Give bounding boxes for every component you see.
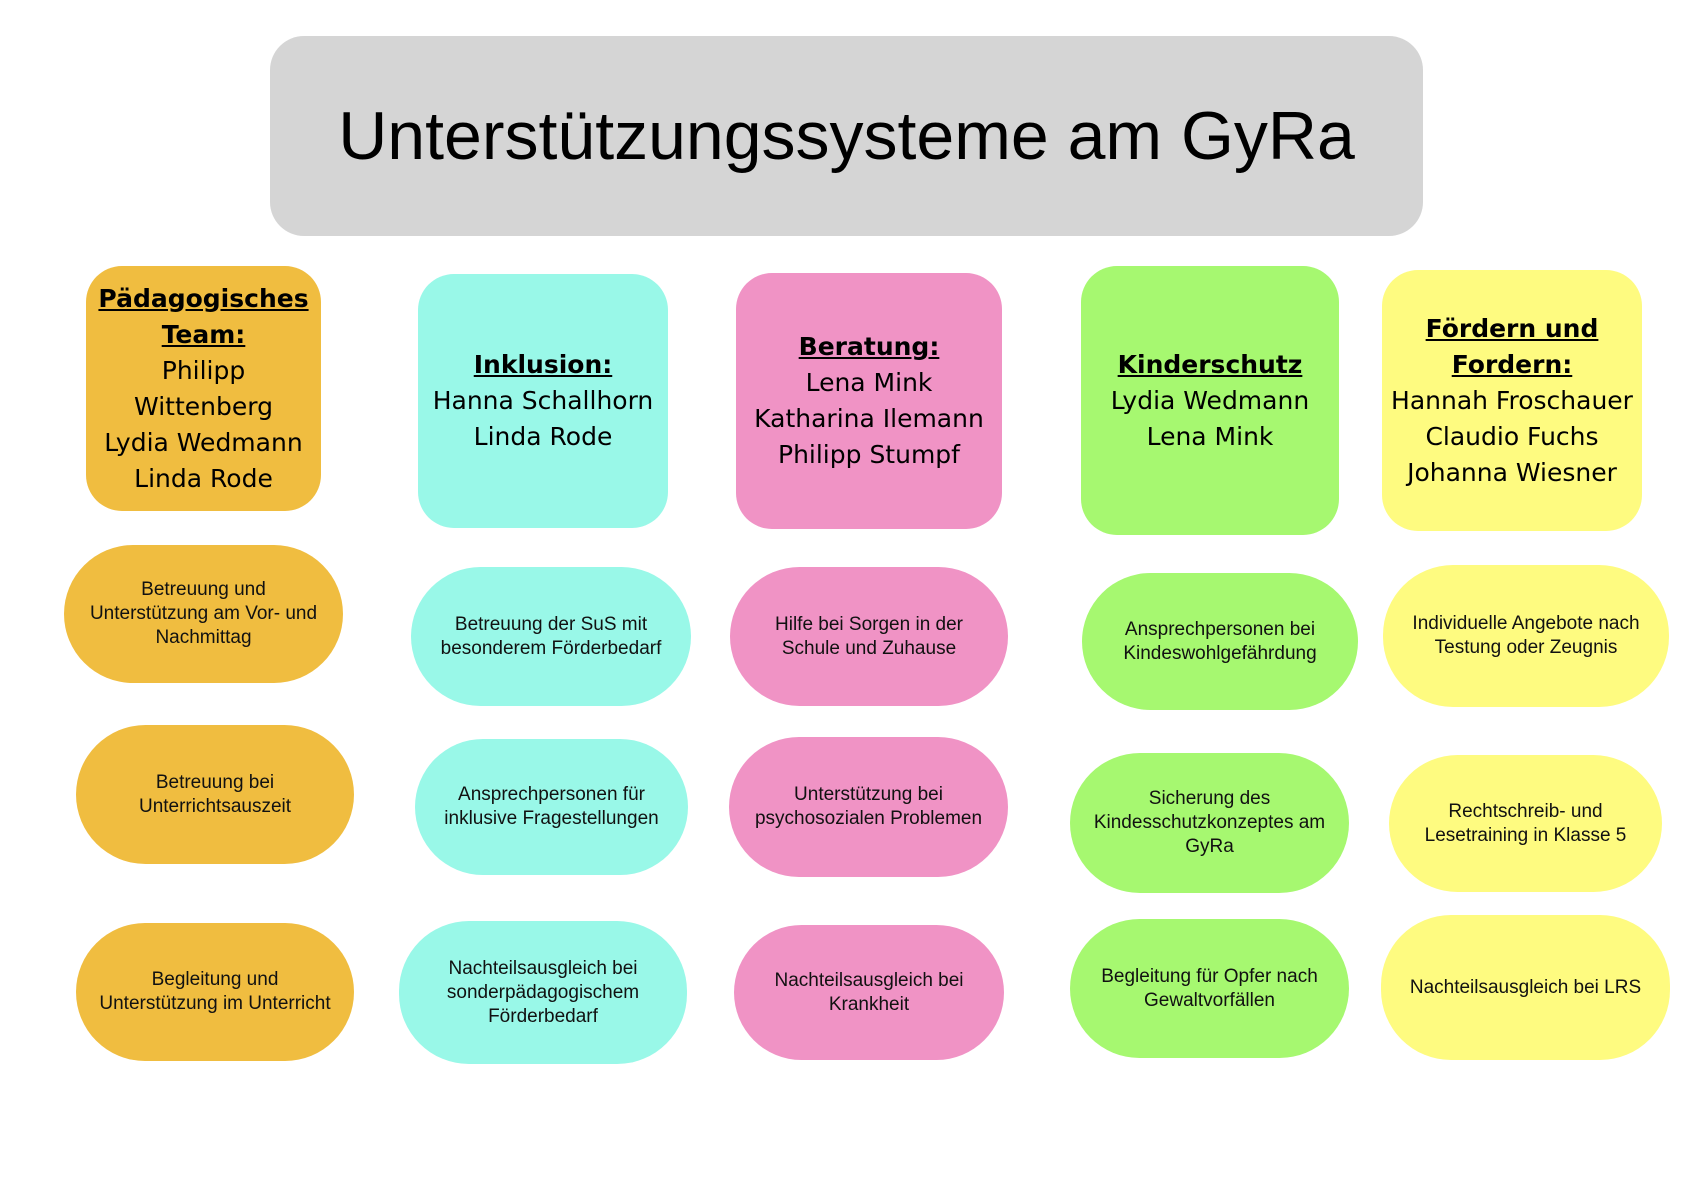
support-item-text: Hilfe bei Sorgen in der Schule und Zuhau…	[775, 613, 963, 659]
support-item-text: Betreuung der SuS mit besonderem Förderb…	[440, 613, 662, 659]
support-item-beratung: Nachteilsausgleich bei Krankheit	[734, 925, 1004, 1060]
support-item-foerdern-und-fordern: Rechtschreib- und Lesetraining in Klasse…	[1389, 755, 1662, 892]
support-item-foerdern-und-fordern: Nachteilsausgleich bei LRS	[1381, 915, 1670, 1060]
header-box-paedagogisches-team: Pädagogisches Team: Philipp Wittenberg Lydi…	[86, 266, 321, 511]
support-item-text: Nachteilsausgleich bei Krankheit	[774, 969, 964, 1015]
person-name: Lena Mink	[805, 368, 933, 397]
support-item-inklusion: Nachteilsausgleich bei sonderpädagogisch…	[399, 921, 687, 1064]
header-box-inklusion: Inklusion: Hanna Schallhorn Linda Rode	[418, 274, 668, 528]
header-box-beratung: Beratung: Lena Mink Katharina Ilemann Phili…	[736, 273, 1002, 529]
support-item-foerdern-und-fordern: Individuelle Angebote nach Testung oder …	[1383, 565, 1669, 707]
support-item-beratung: Unterstützung bei psychosozialen Problem…	[729, 737, 1008, 877]
support-item-text: Rechtschreib- und Lesetraining in Klasse…	[1424, 800, 1627, 846]
header-title: Pädagogisches Team:	[98, 283, 309, 349]
person-name: Hanna Schallhorn	[432, 386, 654, 415]
title-box: Unterstützungssysteme am GyRa	[270, 36, 1423, 236]
support-item-kinderschutz: Sicherung des Kindesschutzkonzeptes am G…	[1070, 753, 1349, 893]
support-item-kinderschutz: Ansprechpersonen bei Kindeswohlgefährdun…	[1082, 573, 1358, 710]
support-item-kinderschutz: Begleitung für Opfer nach Gewaltvorfälle…	[1070, 919, 1349, 1058]
person-name: Philipp Stumpf	[778, 440, 960, 469]
support-item-inklusion: Betreuung der SuS mit besonderem Förderb…	[411, 567, 691, 706]
person-name: Lydia Wedmann	[104, 427, 303, 457]
page-title: Unterstützungssysteme am GyRa	[338, 98, 1355, 174]
support-item-text: Sicherung des Kindesschutzkonzeptes am G…	[1093, 788, 1326, 857]
person-name: Hannah Froschauer	[1391, 385, 1633, 415]
person-name: Lena Mink	[1146, 421, 1274, 451]
person-name: Katharina Ilemann	[754, 404, 984, 433]
header-box-foerdern-und-fordern: Fördern und Fordern: Hannah Froschauer Cla…	[1382, 270, 1642, 531]
support-item-paedagogisches-team: Betreuung und Unterstützung am Vor- und …	[64, 545, 343, 683]
header-box-kinderschutz: Kinderschutz Lydia Wedmann Lena Mink	[1081, 266, 1339, 535]
person-name: Claudio Fuchs	[1425, 421, 1599, 451]
support-item-text: Unterstützung bei psychosozialen Problem…	[754, 784, 983, 829]
header-title: Beratung:	[798, 332, 940, 361]
support-item-text: Ansprechpersonen bei Kindeswohlgefährdun…	[1123, 618, 1317, 664]
support-item-paedagogisches-team: Betreuung bei Unterrichtsauszeit	[76, 725, 354, 864]
person-name: Johanna Wiesner	[1407, 457, 1617, 487]
person-name: Wittenberg	[134, 391, 273, 421]
support-item-text: Individuelle Angebote nach Testung oder …	[1412, 613, 1640, 658]
header-title: Fördern und Fordern:	[1425, 313, 1599, 379]
person-name: Linda Rode	[134, 463, 273, 493]
support-item-text: Betreuung bei Unterrichtsauszeit	[138, 771, 292, 817]
support-item-text: Nachteilsausgleich bei sonderpädagogisch…	[446, 957, 640, 1027]
support-item-text: Begleitung für Opfer nach Gewaltvorfälle…	[1101, 965, 1318, 1011]
person-name: Philipp	[161, 355, 246, 385]
support-item-beratung: Hilfe bei Sorgen in der Schule und Zuhau…	[730, 567, 1008, 706]
person-name: Linda Rode	[473, 422, 613, 451]
header-title: Inklusion:	[473, 350, 613, 379]
person-name: Lydia Wedmann	[1110, 385, 1310, 415]
support-item-text: Begleitung und Unterstützung im Unterric…	[99, 969, 331, 1014]
support-item-inklusion: Ansprechpersonen für inklusive Fragestel…	[415, 739, 688, 875]
support-item-text: Betreuung und Unterstützung am Vor- und …	[89, 579, 318, 648]
support-item-text: Nachteilsausgleich bei LRS	[1409, 976, 1642, 998]
header-title: Kinderschutz	[1117, 349, 1303, 379]
support-item-text: Ansprechpersonen für inklusive Fragestel…	[444, 784, 659, 829]
support-item-paedagogisches-team: Begleitung und Unterstützung im Unterric…	[76, 923, 354, 1061]
